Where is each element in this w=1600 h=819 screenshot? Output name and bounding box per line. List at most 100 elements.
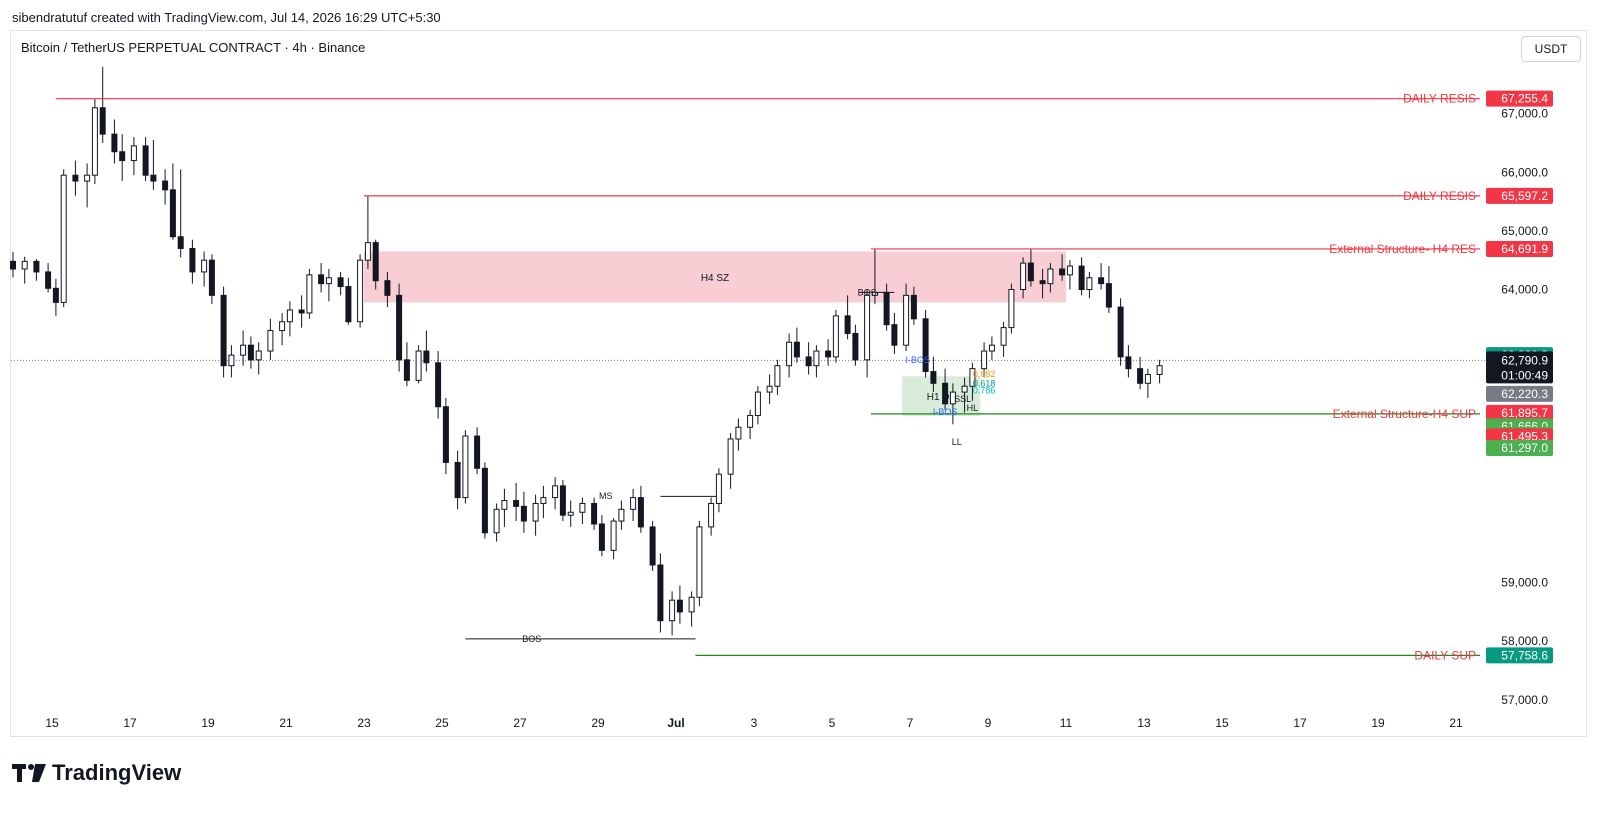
current-price-label: 62,790.9 xyxy=(1501,353,1548,367)
price-tag-bg xyxy=(1486,404,1553,421)
candle-body xyxy=(1020,262,1027,291)
x-tick-label: 13 xyxy=(1137,716,1151,730)
x-tick-label: Jul xyxy=(667,716,684,730)
candle-body xyxy=(1117,306,1124,358)
tradingview-logo-icon xyxy=(12,764,46,782)
x-tick-label: 9 xyxy=(985,716,992,730)
candle-body xyxy=(766,385,773,393)
candle-body xyxy=(1105,283,1112,308)
candle-body xyxy=(1156,365,1163,375)
candle-body xyxy=(844,315,851,334)
candle-body xyxy=(747,415,754,428)
price-tag: 62,220.3 xyxy=(1501,387,1548,401)
price-tag: 61,297.0 xyxy=(1501,441,1548,455)
candle-body xyxy=(384,280,391,296)
candle-body xyxy=(1125,356,1132,370)
annotation-label: HL xyxy=(967,403,979,413)
candle-body xyxy=(462,435,469,499)
candle-body xyxy=(688,596,695,613)
annotation-label: LL xyxy=(952,437,962,447)
candle-body xyxy=(1027,262,1034,282)
candle-body xyxy=(189,247,196,273)
key-level-label: External Structure- H4 RES xyxy=(1329,242,1476,256)
x-tick-label: 21 xyxy=(279,716,293,730)
y-tick-label: 57,000.0 xyxy=(1501,693,1548,707)
x-tick-label: 17 xyxy=(123,716,137,730)
x-tick-label: 3 xyxy=(751,716,758,730)
x-tick-label: 25 xyxy=(435,716,449,730)
price-tag: 65,597.2 xyxy=(1501,189,1548,203)
candle-body xyxy=(969,368,976,387)
x-tick-label: 21 xyxy=(1449,716,1463,730)
attribution-text: sibendratutuf created with TradingView.c… xyxy=(12,10,441,25)
currency-button[interactable]: USDT xyxy=(1521,36,1581,62)
x-tick-label: 11 xyxy=(1060,716,1073,730)
candle-body xyxy=(520,505,527,522)
candle-body xyxy=(922,318,929,373)
candle-body xyxy=(657,564,664,622)
candle-body xyxy=(247,344,254,361)
candle-body xyxy=(423,350,430,364)
key-level-label: DAILY SUP xyxy=(1414,648,1476,662)
candle-body xyxy=(988,344,995,352)
candle-body xyxy=(99,107,106,135)
tradingview-logo-text: TradingView xyxy=(52,760,182,785)
chart-frame xyxy=(10,30,1587,737)
candle-body xyxy=(552,485,559,499)
annotation-label: I-BOS xyxy=(933,407,958,417)
candle-body xyxy=(961,385,968,393)
candle-body xyxy=(208,259,215,296)
candle-body xyxy=(793,341,800,358)
x-tick-label: 17 xyxy=(1293,716,1307,730)
candle-body xyxy=(325,277,332,285)
x-tick-label: 5 xyxy=(829,716,836,730)
candle-body xyxy=(111,133,118,153)
y-tick-label: 64,000.0 xyxy=(1501,283,1548,297)
candle-body xyxy=(72,174,79,182)
candle-body xyxy=(786,341,793,367)
annotation-label: 0.682 xyxy=(973,369,996,379)
tradingview-logo[interactable]: TradingView xyxy=(12,760,181,786)
candle-body xyxy=(435,362,442,408)
symbol-title[interactable]: Bitcoin / TetherUS PERPETUAL CONTRACT · … xyxy=(21,40,366,55)
candle-body xyxy=(142,145,149,176)
candle-body xyxy=(754,391,761,417)
candle-body xyxy=(1059,268,1066,276)
candle-body xyxy=(949,391,956,405)
candle-body xyxy=(454,461,461,499)
annotation-label: BOS xyxy=(858,287,877,297)
candle-body xyxy=(598,523,605,551)
candle-body xyxy=(630,497,637,510)
key-level-label: DAILY RESIS xyxy=(1403,92,1476,106)
candle-body xyxy=(162,180,169,191)
candle-body xyxy=(813,350,820,367)
candle-body xyxy=(532,502,539,522)
candle-body xyxy=(415,350,422,381)
candle-body xyxy=(364,242,371,261)
candle-body xyxy=(559,485,566,516)
x-tick-label: 23 xyxy=(357,716,371,730)
candle-body xyxy=(403,359,410,381)
candle-body xyxy=(1066,265,1073,276)
candle-body xyxy=(864,294,871,361)
price-tag-bg xyxy=(1486,240,1553,257)
zone-supply xyxy=(364,251,1066,303)
x-tick-label: 27 xyxy=(513,716,527,730)
annotation-label: 0.618 xyxy=(973,378,996,388)
candle-body xyxy=(513,500,520,507)
x-tick-label: 15 xyxy=(45,716,59,730)
y-tick-label: 58,000.0 xyxy=(1501,634,1548,648)
y-tick-label: 66,000.0 xyxy=(1501,165,1548,179)
candle-body xyxy=(33,260,40,273)
candle-body xyxy=(708,502,715,528)
candle-body xyxy=(298,309,305,314)
candle-body xyxy=(45,271,52,289)
x-tick-label: 15 xyxy=(1215,716,1229,730)
candle-body xyxy=(255,350,262,361)
candle-body xyxy=(871,291,878,296)
y-tick-label: 59,000.0 xyxy=(1501,576,1548,590)
candle-body xyxy=(1137,368,1144,384)
candle-body xyxy=(1086,277,1093,291)
candle-body xyxy=(240,344,247,356)
